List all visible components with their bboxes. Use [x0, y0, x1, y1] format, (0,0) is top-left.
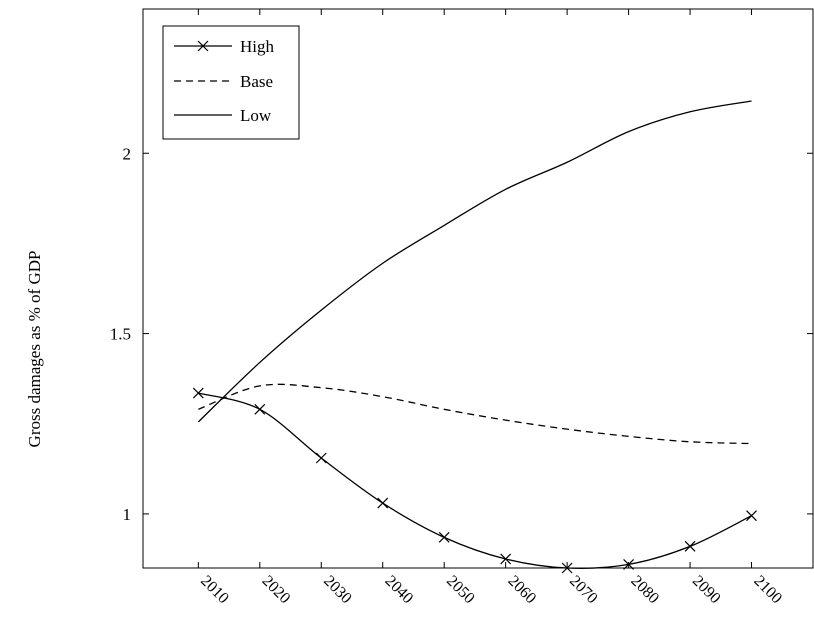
- data-point-high: [500, 553, 512, 565]
- data-point-high: [746, 510, 757, 522]
- data-point-high: [315, 452, 327, 464]
- data-point-high: [684, 540, 696, 552]
- x-tick-label: 2100: [750, 572, 785, 607]
- x-tick-label: 2050: [443, 572, 478, 607]
- y-tick-label: 1.5: [110, 325, 131, 344]
- x-tick-label: 2030: [320, 572, 355, 607]
- data-point-high: [561, 562, 573, 574]
- x-tick-label: 2040: [382, 572, 417, 607]
- x-tick-label: 2020: [259, 572, 294, 607]
- series-line-low: [197, 100, 752, 423]
- x-tick-label: 2090: [689, 572, 724, 607]
- x-tick-label: 2070: [566, 572, 601, 607]
- legend-marker-high: [197, 40, 209, 52]
- plot-frame: [142, 8, 814, 569]
- legend-label-base: Base: [240, 72, 273, 91]
- y-axis-label: Gross damages as % of GDP: [25, 251, 44, 448]
- y-tick-label: 2: [123, 144, 132, 163]
- series-line-base: [198, 383, 752, 445]
- x-tick-label: 2010: [197, 572, 232, 607]
- series-lines: [192, 100, 757, 574]
- x-tick-label: 2080: [627, 572, 662, 607]
- plot-border: [142, 8, 814, 569]
- y-axis: 11.52: [110, 144, 813, 524]
- legend-label-low: Low: [240, 106, 272, 125]
- legend-label-high: High: [240, 37, 275, 56]
- data-point-high: [192, 387, 204, 399]
- y-tick-label: 1: [123, 505, 132, 524]
- data-point-high: [438, 531, 450, 543]
- data-point-high: [254, 403, 266, 415]
- series-line-high: [198, 392, 752, 569]
- legend-box: [162, 25, 300, 140]
- data-point-high: [623, 558, 635, 570]
- x-tick-label: 2060: [505, 572, 540, 607]
- legend: High Base Low: [162, 25, 300, 140]
- data-point-high: [377, 497, 389, 509]
